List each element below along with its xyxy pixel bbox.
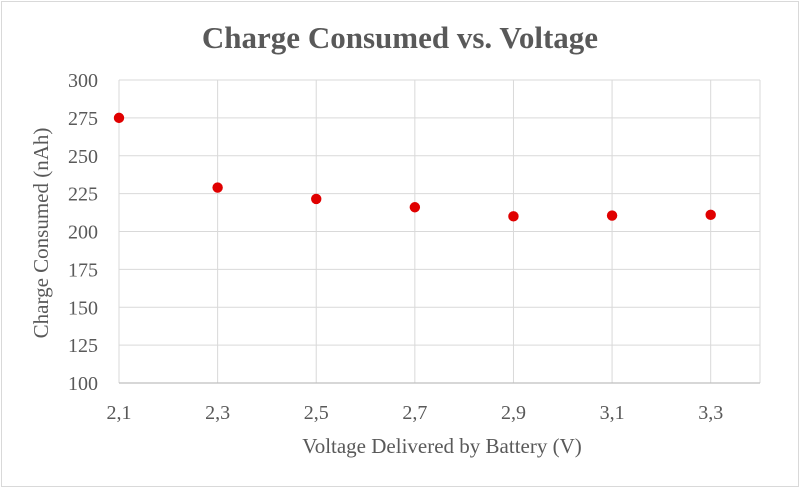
y-tick-labels: 100 125 150 175 200 225 250 275 300 — [68, 70, 98, 395]
y-tick-label: 250 — [68, 146, 98, 168]
data-point — [212, 182, 223, 193]
x-tick-label: 2,7 — [402, 402, 427, 424]
horizontal-gridlines — [119, 79, 760, 346]
y-tick-label: 100 — [68, 373, 98, 395]
y-tick-label: 200 — [68, 222, 98, 244]
data-points — [113, 112, 716, 222]
y-tick-label: 225 — [68, 184, 98, 206]
x-tick-labels: 2,1 2,3 2,5 2,7 2,9 3,1 3,3 — [107, 402, 724, 424]
y-tick-label: 125 — [68, 335, 98, 357]
data-point — [606, 210, 618, 221]
x-tick-label: 2,1 — [107, 402, 132, 424]
data-point — [311, 193, 322, 205]
chart-title: Charge Consumed vs. Voltage — [202, 20, 598, 55]
data-point — [113, 112, 125, 124]
x-tick-label: 3,3 — [698, 402, 723, 424]
y-tick-label: 150 — [68, 297, 98, 319]
x-tick-label: 2,9 — [501, 402, 526, 424]
data-point — [705, 209, 716, 221]
x-tick-label: 3,1 — [600, 402, 625, 424]
data-point — [508, 211, 519, 222]
x-tick-label: 2,5 — [304, 402, 329, 424]
y-axis-label: Charge Consumed (nAh) — [29, 128, 53, 339]
data-point — [409, 202, 421, 213]
x-axis-label: Voltage Delivered by Battery (V) — [302, 434, 582, 458]
x-tick-label: 2,3 — [205, 402, 230, 424]
y-tick-label: 275 — [68, 108, 98, 130]
y-tick-label: 175 — [68, 259, 98, 281]
y-tick-label: 300 — [68, 70, 98, 92]
